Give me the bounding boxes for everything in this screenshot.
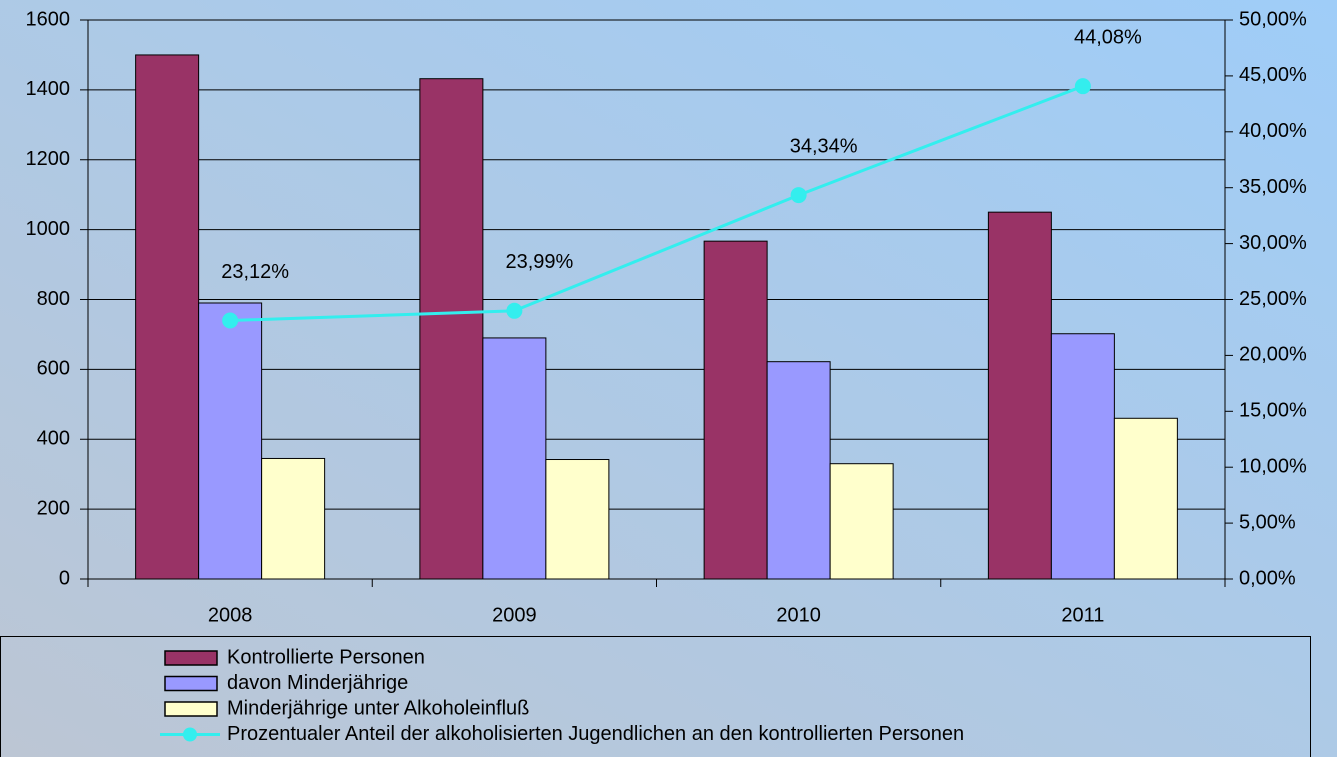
bar — [829, 463, 894, 580]
data-label: 34,34% — [790, 135, 858, 157]
bar — [1050, 333, 1115, 580]
x-tick-label: 2010 — [776, 604, 821, 626]
legend-label: Prozentualer Anteil der alkoholisierten … — [227, 723, 964, 745]
legend-marker — [164, 650, 218, 666]
x-tick-label: 2008 — [208, 604, 253, 626]
x-tick-label: 2009 — [492, 604, 537, 626]
y2-tick-label: 0,00% — [1239, 567, 1296, 589]
bar — [1113, 417, 1178, 580]
line-point — [506, 302, 523, 319]
x-tick-label: 2011 — [1061, 604, 1104, 626]
line-point — [790, 187, 807, 204]
bar — [135, 54, 200, 580]
legend-label: Minderjährige unter Alkoholeinfluß — [227, 697, 529, 719]
line — [230, 84, 1084, 323]
bar — [261, 457, 326, 580]
y2-tick-label: 50,00% — [1239, 8, 1307, 30]
y2-tick-label: 5,00% — [1239, 511, 1296, 533]
bar — [703, 240, 768, 580]
data-label: 44,08% — [1074, 26, 1142, 48]
bar — [198, 302, 263, 580]
legend-marker — [164, 675, 218, 692]
y-tick-label: 1600 — [26, 8, 71, 30]
y-tick-label: 1000 — [26, 218, 71, 240]
legend-box — [0, 636, 1311, 757]
y2-tick-label: 35,00% — [1239, 176, 1307, 198]
bar — [766, 361, 831, 580]
legend-marker-point — [183, 727, 197, 742]
bar — [545, 459, 610, 580]
y-tick-label: 1200 — [26, 148, 71, 170]
data-label: 23,99% — [505, 251, 573, 273]
y2-tick-label: 30,00% — [1239, 232, 1307, 254]
y-tick-label: 400 — [37, 428, 70, 450]
legend-marker — [164, 701, 218, 717]
legend-label: Kontrollierte Personen — [227, 646, 425, 668]
y-tick-label: 600 — [37, 358, 70, 380]
y-tick-label: 0 — [59, 567, 70, 589]
line-point — [1074, 78, 1091, 95]
bar — [987, 211, 1052, 580]
y-tick-label: 800 — [37, 288, 70, 310]
y2-tick-label: 15,00% — [1239, 400, 1307, 422]
y-tick-label: 1400 — [26, 78, 71, 100]
y2-tick-label: 45,00% — [1239, 64, 1307, 86]
y2-tick-label: 20,00% — [1239, 344, 1307, 366]
y2-tick-label: 40,00% — [1239, 120, 1307, 142]
data-label: 23,12% — [221, 261, 289, 283]
bar — [419, 78, 484, 580]
y-tick-label: 200 — [37, 497, 70, 519]
legend-label: davon Minderjährige — [227, 672, 408, 694]
bar — [482, 337, 547, 580]
line-point — [222, 312, 239, 329]
y2-tick-label: 25,00% — [1239, 288, 1307, 310]
y2-tick-label: 10,00% — [1239, 455, 1307, 477]
